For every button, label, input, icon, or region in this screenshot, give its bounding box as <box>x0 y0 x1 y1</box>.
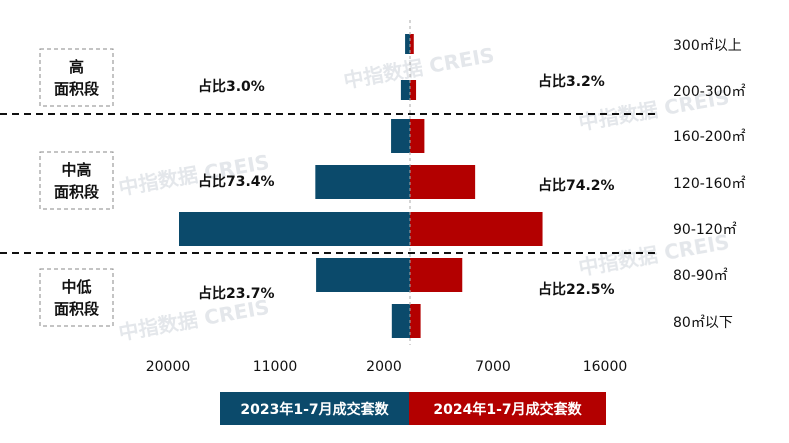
share-label-left: 占比3.0% <box>198 78 265 95</box>
bar-2023-4 <box>179 212 410 246</box>
category-label: 200-300㎡ <box>673 84 746 100</box>
watermark-text: 中指数据 CREIS <box>117 295 271 345</box>
segment-high: 高 面积段 <box>39 48 114 107</box>
x-axis-ticks: 20000 11000 2000 7000 16000 <box>146 359 628 375</box>
category-label: 80㎡以下 <box>673 315 733 331</box>
share-label-right: 占比22.5% <box>538 281 615 298</box>
bar-2024-6 <box>410 304 421 338</box>
category-label: 90-120㎡ <box>673 222 737 238</box>
legend-swatch-2023 <box>220 392 409 425</box>
legend-label-2023: 2023年1-7月成交套数 <box>240 401 389 418</box>
share-label-left: 占比73.4% <box>198 173 275 190</box>
bar-2023-2 <box>391 119 410 153</box>
bar-2023-3 <box>315 165 410 199</box>
category-label: 300㎡以上 <box>673 38 742 54</box>
legend-swatch-2024 <box>409 392 606 425</box>
watermark-text: 中指数据 CREIS <box>342 43 496 93</box>
segment-label: 中低 <box>61 278 91 296</box>
segment-label: 面积段 <box>54 300 99 318</box>
legend-label-2024: 2024年1-7月成交套数 <box>433 401 582 418</box>
bar-2023-5 <box>316 258 410 292</box>
legend: 2023年1-7月成交套数 2024年1-7月成交套数 <box>220 392 606 425</box>
bar-2023-0 <box>405 34 410 54</box>
share-label-left: 占比23.7% <box>198 285 275 302</box>
category-labels: 300㎡以上 200-300㎡ 160-200㎡ 120-160㎡ 90-120… <box>673 38 746 331</box>
segment-label: 中高 <box>61 161 91 179</box>
x-tick-label: 7000 <box>475 359 511 375</box>
bar-2024-5 <box>410 258 463 292</box>
segment-mid-low: 中低 面积段 <box>39 268 114 327</box>
x-tick-label: 11000 <box>253 359 298 375</box>
x-tick-label: 2000 <box>366 359 402 375</box>
bar-2023-1 <box>400 80 410 100</box>
segment-label: 面积段 <box>54 183 99 201</box>
bar-2024-0 <box>410 34 414 54</box>
x-tick-label: 16000 <box>583 359 628 375</box>
category-label: 160-200㎡ <box>673 129 746 145</box>
segment-box <box>39 48 114 107</box>
bar-2024-3 <box>410 165 476 199</box>
bar-2024-4 <box>410 212 543 246</box>
bar-2024-1 <box>410 80 417 100</box>
segment-label: 面积段 <box>54 80 99 98</box>
bars <box>179 34 543 338</box>
category-label: 120-160㎡ <box>673 176 746 192</box>
bar-2023-6 <box>391 304 410 338</box>
segment-box <box>39 268 114 327</box>
x-tick-label: 20000 <box>146 359 191 375</box>
segment-label: 高 <box>69 58 84 76</box>
share-label-right: 占比74.2% <box>538 177 615 194</box>
bar-2024-2 <box>410 119 425 153</box>
category-label: 80-90㎡ <box>673 268 728 284</box>
segment-box <box>39 151 114 210</box>
segment-mid-high: 中高 面积段 <box>39 151 114 210</box>
share-label-right: 占比3.2% <box>538 73 605 90</box>
